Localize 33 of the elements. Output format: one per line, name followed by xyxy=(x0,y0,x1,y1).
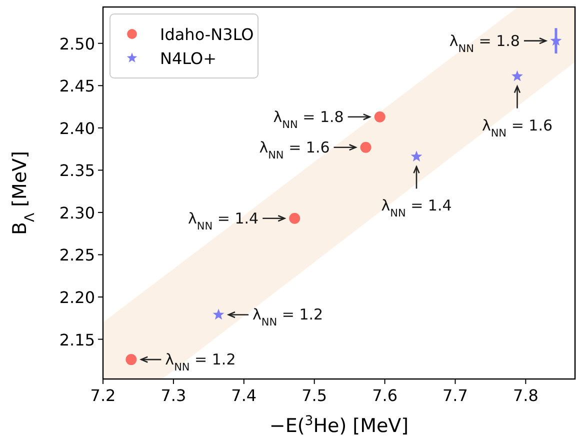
x-tick-label: 7.8 xyxy=(512,386,538,405)
annotation: λ$_{NN}$ = 1.4 xyxy=(381,196,452,220)
y-tick-label: 2.25 xyxy=(59,246,95,265)
point xyxy=(512,70,523,82)
point xyxy=(289,212,300,224)
x-tick-label: 7.2 xyxy=(90,386,116,405)
y-tick-label: 2.40 xyxy=(59,118,95,138)
y-tick-label: 2.35 xyxy=(59,161,95,180)
legend-label: Idaho-N3LO xyxy=(160,25,254,44)
x-tick-label: 7.5 xyxy=(302,386,328,405)
point xyxy=(126,354,137,366)
annotation: λ$_{NN}$ = 1.4 xyxy=(188,209,259,232)
x-axis-title: −E($^{3}$He) [MeV] xyxy=(269,414,409,437)
x-tick-label: 7.6 xyxy=(372,386,398,405)
y-tick-label: 2.20 xyxy=(59,288,95,307)
annotation: λ$_{NN}$ = 1.6 xyxy=(259,138,330,162)
annotation: λ$_{NN}$ = 1.8 xyxy=(273,108,344,131)
legend-label: N4LO+ xyxy=(160,49,216,68)
point xyxy=(212,308,224,320)
y-tick-label: 2.15 xyxy=(59,330,95,350)
x-tick-label: 7.7 xyxy=(442,386,468,405)
y-tick-label: 2.50 xyxy=(59,34,95,54)
y-tick-label: 2.45 xyxy=(59,76,95,96)
annotation: λ$_{NN}$ = 1.2 xyxy=(252,306,324,329)
annotation: λ$_{NN}$ = 1.6 xyxy=(482,116,553,140)
point xyxy=(374,111,386,122)
point xyxy=(360,142,372,153)
annotation: λ$_{NN}$ = 1.2 xyxy=(165,350,236,374)
x-tick-label: 7.3 xyxy=(160,386,186,405)
y-tick-label: 2.30 xyxy=(59,203,95,222)
annotation: λ$_{NN}$ = 1.8 xyxy=(449,32,520,55)
point xyxy=(410,150,422,162)
x-tick-label: 7.4 xyxy=(231,386,257,405)
